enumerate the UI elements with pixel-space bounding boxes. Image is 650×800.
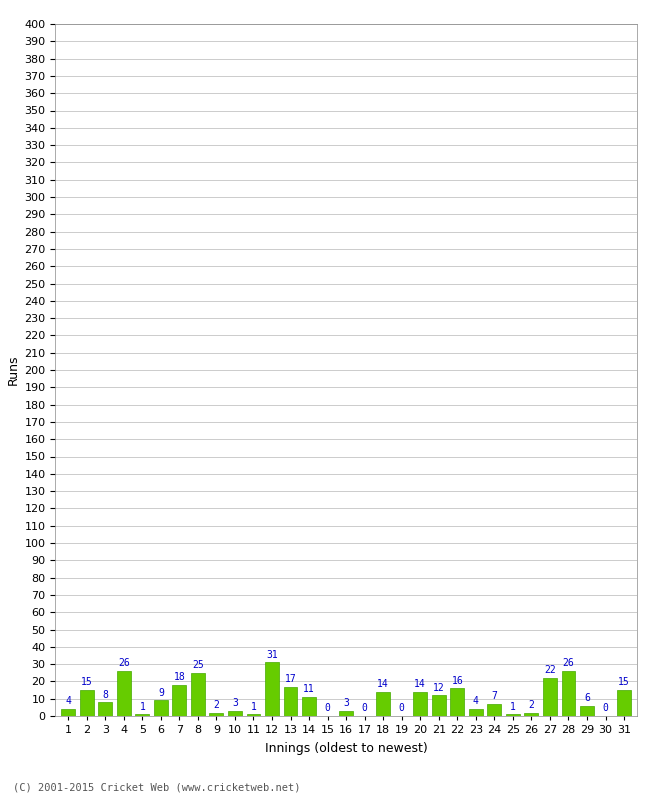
Bar <box>228 711 242 716</box>
Bar <box>525 713 538 716</box>
Text: 31: 31 <box>266 650 278 660</box>
Bar <box>283 686 298 716</box>
Bar <box>413 692 427 716</box>
Text: 15: 15 <box>618 678 630 687</box>
Bar <box>376 692 390 716</box>
Bar <box>209 713 224 716</box>
Text: 18: 18 <box>174 672 185 682</box>
Y-axis label: Runs: Runs <box>7 354 20 386</box>
Bar <box>580 706 594 716</box>
Bar <box>617 690 631 716</box>
Bar <box>98 702 112 716</box>
Bar <box>450 688 464 716</box>
Text: 8: 8 <box>102 690 108 699</box>
Bar <box>80 690 94 716</box>
Text: 22: 22 <box>544 666 556 675</box>
Text: 11: 11 <box>303 684 315 694</box>
Bar <box>506 714 520 716</box>
Text: 0: 0 <box>398 703 405 714</box>
Text: 16: 16 <box>451 676 463 686</box>
Text: 17: 17 <box>285 674 296 684</box>
Text: 4: 4 <box>65 697 71 706</box>
Text: 12: 12 <box>433 682 445 693</box>
Text: 25: 25 <box>192 660 204 670</box>
Bar <box>469 709 483 716</box>
Text: 4: 4 <box>473 697 479 706</box>
Text: 26: 26 <box>118 658 130 669</box>
Text: 0: 0 <box>361 703 368 714</box>
Text: 1: 1 <box>139 702 145 712</box>
Bar <box>562 671 575 716</box>
Bar <box>432 695 446 716</box>
Bar <box>246 714 261 716</box>
Bar <box>339 711 353 716</box>
Text: 3: 3 <box>343 698 349 708</box>
Text: 14: 14 <box>414 679 426 689</box>
Text: 14: 14 <box>377 679 389 689</box>
Text: 1: 1 <box>510 702 516 712</box>
Text: 3: 3 <box>232 698 238 708</box>
Text: 26: 26 <box>562 658 575 669</box>
Text: 0: 0 <box>603 703 608 714</box>
Text: 2: 2 <box>213 700 219 710</box>
Bar <box>191 673 205 716</box>
X-axis label: Innings (oldest to newest): Innings (oldest to newest) <box>265 742 428 755</box>
Bar <box>154 701 168 716</box>
Text: 6: 6 <box>584 693 590 703</box>
Bar <box>172 685 187 716</box>
Bar <box>135 714 150 716</box>
Text: 15: 15 <box>81 678 92 687</box>
Bar <box>117 671 131 716</box>
Text: 9: 9 <box>158 688 164 698</box>
Bar <box>488 704 501 716</box>
Text: 2: 2 <box>528 700 534 710</box>
Bar <box>61 709 75 716</box>
Bar <box>302 697 316 716</box>
Text: 0: 0 <box>324 703 331 714</box>
Text: 7: 7 <box>491 691 497 702</box>
Bar <box>265 662 279 716</box>
Text: (C) 2001-2015 Cricket Web (www.cricketweb.net): (C) 2001-2015 Cricket Web (www.cricketwe… <box>13 782 300 792</box>
Text: 1: 1 <box>250 702 257 712</box>
Bar <box>543 678 557 716</box>
